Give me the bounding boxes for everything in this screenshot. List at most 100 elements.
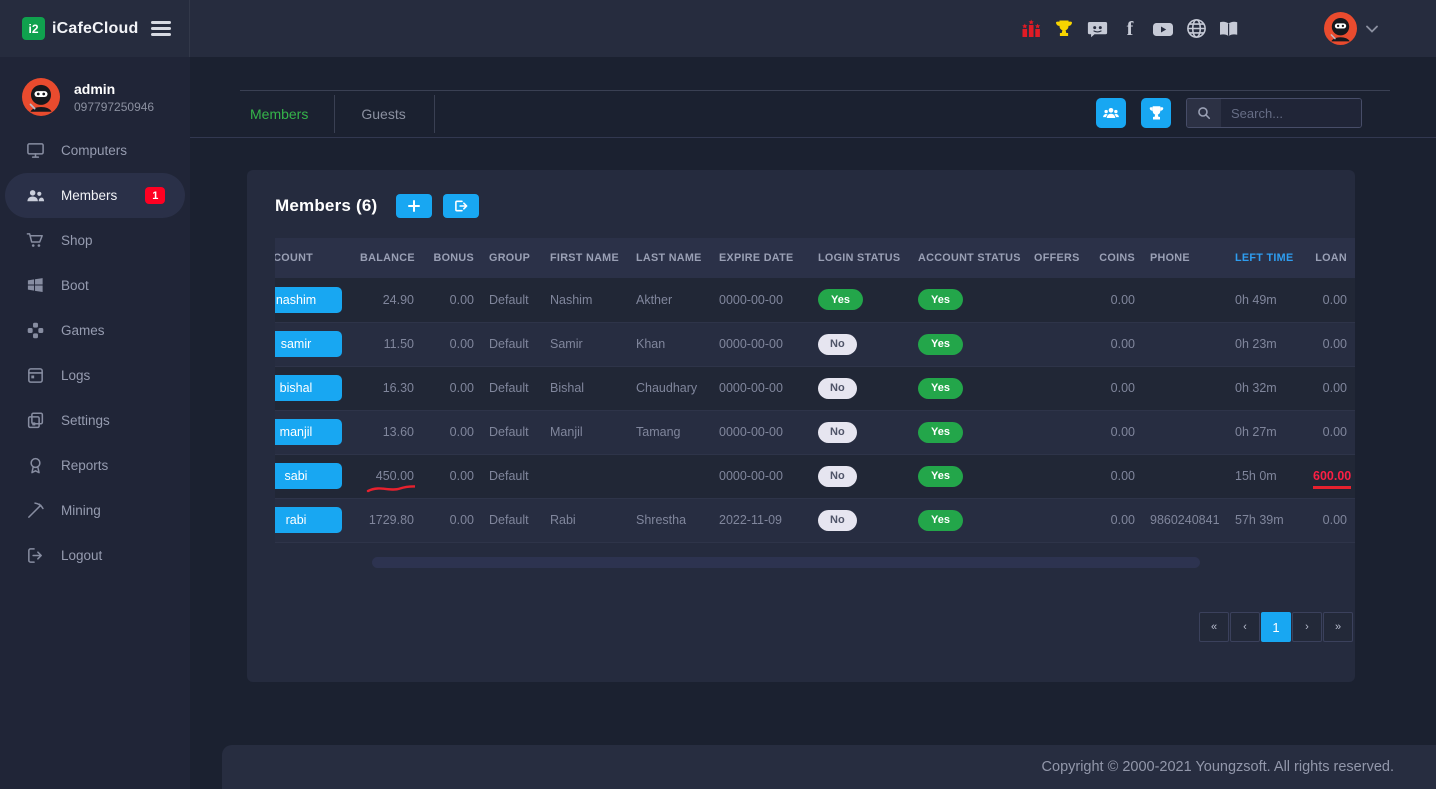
member-row[interactable]: samir 11.50 0.00 Default Samir Khan 0000-00-00… bbox=[275, 322, 1355, 366]
column-header-coins[interactable]: COINS bbox=[1091, 238, 1136, 278]
login-status-badge: No bbox=[818, 465, 857, 487]
reports-icon bbox=[26, 456, 45, 475]
cell-group: Default bbox=[489, 292, 529, 307]
column-header-expire_date[interactable]: EXPIRE DATE bbox=[718, 238, 808, 278]
column-header-left_time[interactable]: LEFT TIME bbox=[1234, 238, 1312, 278]
cell-expire_date: 0000-00-00 bbox=[719, 381, 783, 395]
column-header-group[interactable]: GROUP bbox=[475, 238, 549, 278]
members-count-badge: 1 bbox=[145, 187, 166, 204]
pagination-last[interactable]: » bbox=[1323, 612, 1353, 642]
account-button[interactable]: rabi bbox=[275, 507, 342, 533]
cell-expire_date: 0000-00-00 bbox=[719, 425, 783, 439]
cell-coins: 0.00 bbox=[1110, 425, 1135, 439]
sidebar-item-logs[interactable]: Logs bbox=[0, 353, 190, 398]
handbook-icon[interactable] bbox=[1218, 18, 1240, 40]
column-header-account[interactable]: ACCOUNT bbox=[275, 238, 359, 278]
computers-icon bbox=[26, 141, 45, 160]
cell-left_time: 0h 49m bbox=[1235, 292, 1277, 307]
user-menu[interactable] bbox=[1324, 12, 1378, 45]
cell-bonus: 0.00 bbox=[449, 292, 474, 307]
cell-coins: 0.00 bbox=[1110, 292, 1135, 307]
member-row[interactable]: manjil 13.60 0.00 Default Manjil Tamang 0000-0… bbox=[275, 410, 1355, 454]
account-button[interactable]: samir bbox=[275, 331, 342, 357]
account-button[interactable]: manjil bbox=[275, 419, 342, 445]
discord-icon[interactable] bbox=[1086, 18, 1108, 40]
sidebar-item-shop[interactable]: Shop bbox=[0, 218, 190, 263]
cell-account_status: Yes bbox=[908, 498, 1033, 542]
account-button[interactable]: bishal bbox=[275, 375, 342, 401]
cell-offers bbox=[1033, 454, 1091, 498]
mining-icon bbox=[26, 501, 45, 520]
menu-toggle-icon[interactable] bbox=[151, 18, 171, 40]
export-members-button[interactable] bbox=[443, 194, 480, 218]
cell-last_name: Chaudhary bbox=[636, 381, 698, 395]
members-view-button[interactable] bbox=[1096, 98, 1126, 128]
cell-first_name: Bishal bbox=[550, 381, 585, 395]
chevron-down-icon bbox=[1366, 25, 1378, 33]
sidebar-item-games[interactable]: Games bbox=[0, 308, 190, 353]
column-header-first_name[interactable]: FIRST NAME bbox=[549, 238, 635, 278]
cell-offers bbox=[1033, 366, 1091, 410]
column-header-last_name[interactable]: LAST NAME bbox=[635, 238, 718, 278]
pagination-next[interactable]: › bbox=[1292, 612, 1322, 642]
youtube-icon[interactable] bbox=[1152, 18, 1174, 40]
globe-icon[interactable] bbox=[1185, 18, 1207, 40]
sidebar-item-boot[interactable]: Boot bbox=[0, 263, 190, 308]
cell-phone bbox=[1136, 322, 1234, 366]
cell-offers bbox=[1033, 278, 1091, 322]
member-row[interactable]: bishal 16.30 0.00 Default Bishal Chaudhary 000… bbox=[275, 366, 1355, 410]
facebook-icon[interactable]: f bbox=[1126, 17, 1134, 40]
column-header-bonus[interactable]: BONUS bbox=[415, 238, 475, 278]
login-status-badge: No bbox=[818, 333, 857, 355]
cell-loan: 0.00 bbox=[1322, 381, 1347, 395]
cell-left_time: 0h 32m bbox=[1235, 381, 1277, 395]
account-button[interactable]: nashim bbox=[275, 286, 342, 313]
cell-group: Default bbox=[489, 425, 529, 439]
search-icon bbox=[1187, 99, 1221, 127]
tournament-button[interactable] bbox=[1141, 98, 1171, 128]
sidebar-item-computers[interactable]: Computers bbox=[0, 128, 190, 173]
account-status-badge: Yes bbox=[918, 377, 963, 399]
account-button[interactable]: sabi bbox=[275, 463, 342, 489]
tab-members[interactable]: Members bbox=[240, 95, 336, 133]
sidebar-item-reports[interactable]: Reports bbox=[0, 443, 190, 488]
column-header-account_status[interactable]: ACCOUNT STATUS bbox=[908, 238, 1033, 278]
cell-login_status: No bbox=[808, 366, 908, 410]
table-body: nashim 24.90 0.00 Default Nashim Akther 0000-0… bbox=[275, 278, 1355, 542]
member-row[interactable]: rabi 1729.80 0.00 Default Rabi Shrestha 2022-1… bbox=[275, 498, 1355, 542]
cell-loan: 0.00 bbox=[1322, 513, 1347, 527]
sidebar-item-settings[interactable]: Settings bbox=[0, 398, 190, 443]
cell-coins: 0.00 bbox=[1110, 337, 1135, 351]
sidebar-item-mining[interactable]: Mining bbox=[0, 488, 190, 533]
cell-left_time: 0h 23m bbox=[1235, 337, 1277, 351]
pagination-page-1[interactable]: 1 bbox=[1261, 612, 1291, 642]
pagination-first[interactable]: « bbox=[1199, 612, 1229, 642]
member-row[interactable]: nashim 24.90 0.00 Default Nashim Akther 0000-0… bbox=[275, 278, 1355, 322]
brand-logo[interactable]: i2 iCafeCloud bbox=[22, 17, 138, 40]
sidebar-item-logout[interactable]: Logout bbox=[0, 533, 190, 578]
search-input[interactable] bbox=[1221, 99, 1361, 127]
column-header-loan[interactable]: LOAN bbox=[1312, 238, 1355, 278]
column-header-phone[interactable]: PHONE bbox=[1136, 238, 1234, 278]
sidebar-user-avatar bbox=[22, 78, 60, 116]
column-header-login_status[interactable]: LOGIN STATUS bbox=[808, 238, 908, 278]
sidebar-item-members[interactable]: Members 1 bbox=[5, 173, 185, 218]
trophy-icon[interactable] bbox=[1053, 18, 1075, 40]
cell-account: rabi bbox=[275, 498, 359, 542]
horizontal-scrollbar[interactable] bbox=[372, 557, 1200, 568]
column-header-balance[interactable]: BALANCE bbox=[359, 238, 415, 278]
cell-account: sabi bbox=[275, 454, 359, 498]
member-row[interactable]: sabi 450.00 0.00 Default 0000-00-00 No Yes 0.00… bbox=[275, 454, 1355, 498]
cell-balance: 450.00 bbox=[359, 454, 415, 498]
add-member-button[interactable] bbox=[396, 194, 433, 218]
ranking-icon[interactable] bbox=[1020, 18, 1042, 40]
user-avatar bbox=[1324, 12, 1357, 45]
cell-loan: 0.00 bbox=[1322, 337, 1347, 351]
column-header-offers[interactable]: OFFERS bbox=[1033, 238, 1091, 278]
sidebar-user[interactable]: admin 097797250946 bbox=[0, 57, 190, 116]
tab-guests[interactable]: Guests bbox=[335, 95, 435, 133]
cell-last_name bbox=[635, 454, 718, 498]
panel-title: Members (6) bbox=[275, 196, 378, 215]
pagination-prev[interactable]: ‹ bbox=[1230, 612, 1260, 642]
